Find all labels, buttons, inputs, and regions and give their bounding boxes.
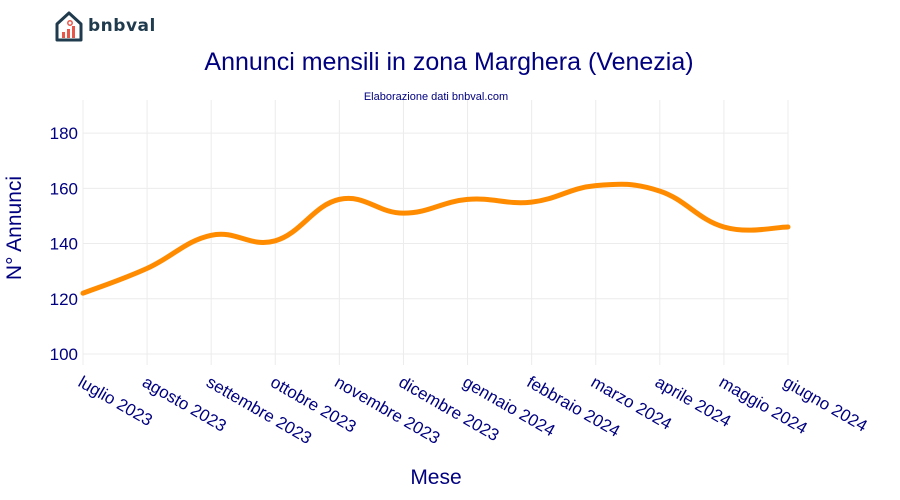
brand-name: bnbval (88, 16, 156, 36)
y-tick-label: 100 (50, 345, 78, 364)
x-axis-label: Mese (410, 466, 461, 489)
y-tick-label: 180 (50, 124, 78, 143)
y-tick-label: 140 (50, 235, 78, 254)
brand-logo: bnbval (54, 10, 156, 42)
series-line (80, 181, 791, 296)
chart-title: Annunci mensili in zona Marghera (Venezi… (204, 48, 693, 76)
y-tick-label: 120 (50, 290, 78, 309)
chart-subtitle: Elaborazione dati bnbval.com (364, 91, 508, 103)
y-axis: 100 120 140 160 180 (50, 124, 78, 364)
series-layer (80, 181, 791, 296)
y-tick-label: 160 (50, 179, 78, 198)
grid (82, 100, 789, 365)
y-axis-label: N° Annunci (3, 176, 26, 280)
house-chart-icon (55, 11, 83, 42)
